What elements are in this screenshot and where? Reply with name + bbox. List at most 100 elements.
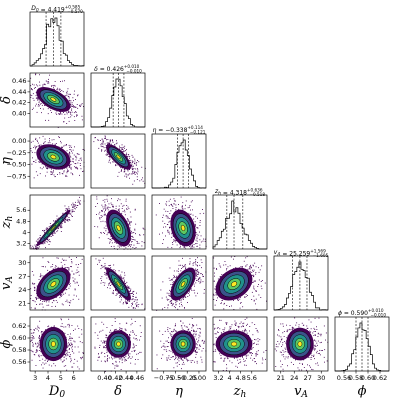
panel-title-3: zh = 4.318+0.636 −0.518 bbox=[214, 188, 265, 198]
y-tick-label-5: 0.58 bbox=[12, 346, 26, 354]
histogram-panel-2: η = −0.338+0.114 −0.121 bbox=[151, 125, 207, 189]
x-tick-label-0: 4 bbox=[46, 374, 50, 382]
x-axis-label-2: η bbox=[175, 384, 183, 399]
y-tick-label-3: 3.2 bbox=[16, 239, 26, 247]
panel-title-4: vA = 25.259+1.569 −1.605 bbox=[274, 249, 329, 259]
y-tick-label-5: 0.56 bbox=[12, 358, 26, 366]
contour-panel-5-4 bbox=[273, 316, 329, 372]
histogram-panel-4: vA = 25.259+1.569 −1.605 bbox=[273, 249, 329, 311]
x-tick-label-3: 4.8 bbox=[236, 374, 246, 382]
contour-panel-4-2 bbox=[151, 255, 207, 311]
contour-level-4-3-0 bbox=[50, 224, 57, 232]
x-tick-label-2: 0.00 bbox=[192, 374, 206, 382]
panel-title-0: D0 = 4.419+0.585 −0.570 bbox=[31, 5, 83, 15]
contour-panel-4-3 bbox=[212, 255, 268, 311]
contour-panel-1-0 bbox=[29, 72, 85, 128]
y-tick-label-3: 4 bbox=[22, 228, 26, 236]
y-tick-label-3: 5.6 bbox=[16, 206, 26, 214]
panel-frame-3-0 bbox=[29, 194, 85, 250]
x-axis-label-1: δ bbox=[114, 384, 122, 399]
panel-frame-5-3 bbox=[212, 316, 268, 372]
histogram-panel-1: δ = 0.426+0.010 −0.010 bbox=[90, 64, 146, 128]
y-tick-label-4: 24 bbox=[18, 286, 26, 294]
histogram-panel-5: ϕ = 0.590+0.010 −0.010 bbox=[334, 308, 390, 372]
x-axis-label-0: D0 bbox=[48, 384, 65, 400]
y-axis-label-4: vA bbox=[0, 276, 15, 290]
contour-level-4-5-1 bbox=[116, 341, 121, 347]
contour-level-4-1-0 bbox=[50, 97, 57, 102]
contour-panel-5-2 bbox=[151, 316, 207, 372]
x-tick-label-2: −0.50 bbox=[166, 374, 186, 382]
panel-frame-5-2 bbox=[151, 316, 207, 372]
y-tick-label-1: 0.44 bbox=[12, 88, 26, 96]
y-tick-label-2: 0.00 bbox=[12, 137, 26, 145]
contour-level-4-5-3 bbox=[230, 341, 238, 347]
panel-frame-4-1 bbox=[90, 255, 146, 311]
x-tick-label-3: 5.6 bbox=[247, 374, 257, 382]
y-tick-label-1: 0.40 bbox=[12, 110, 26, 118]
x-tick-label-3: 3.2 bbox=[213, 374, 223, 382]
histogram-panel-0: D0 = 4.419+0.585 −0.570 bbox=[29, 5, 85, 67]
x-tick-label-4: 21 bbox=[277, 374, 285, 382]
contour-panel-4-1 bbox=[90, 255, 146, 311]
contour-level-4-4-0 bbox=[50, 281, 57, 287]
contour-level-4-3-2 bbox=[180, 224, 186, 232]
y-tick-label-3: 4.8 bbox=[16, 217, 26, 225]
x-tick-label-4: 24 bbox=[290, 374, 298, 382]
histogram-0 bbox=[30, 17, 85, 67]
contour-panel-2-1 bbox=[90, 133, 146, 189]
histogram-4 bbox=[274, 261, 328, 311]
contour-panel-5-1 bbox=[90, 316, 146, 372]
panel-frame-5-4 bbox=[273, 316, 329, 372]
panel-frame-0-0 bbox=[29, 11, 85, 67]
x-tick-label-5: 0.60 bbox=[361, 374, 375, 382]
y-tick-label-4: 30 bbox=[18, 259, 26, 267]
panel-frame-2-1 bbox=[90, 133, 146, 189]
contour-level-4-5-2 bbox=[180, 341, 186, 347]
panel-frame-1-1 bbox=[90, 72, 146, 128]
panel-frame-1-0 bbox=[29, 72, 85, 128]
y-tick-label-4: 21 bbox=[18, 299, 26, 307]
x-tick-label-1: 0.40 bbox=[97, 374, 111, 382]
panel-frame-5-0 bbox=[29, 316, 85, 372]
y-axis-label-5: ϕ bbox=[0, 339, 14, 348]
contour-level-4-2-1 bbox=[116, 154, 121, 160]
panel-title-5: ϕ = 0.590+0.010 −0.010 bbox=[338, 308, 386, 318]
x-tick-label-0: 5 bbox=[59, 374, 63, 382]
x-axis-label-5: ϕ bbox=[358, 384, 367, 399]
panel-frame-3-2 bbox=[151, 194, 207, 250]
panel-title-1: δ = 0.426+0.010 −0.010 bbox=[94, 64, 142, 74]
panel-frame-5-5 bbox=[334, 316, 390, 372]
panel-frame-2-0 bbox=[29, 133, 85, 189]
histogram-panel-3: zh = 4.318+0.636 −0.518 bbox=[212, 188, 268, 250]
y-tick-label-1: 0.46 bbox=[12, 77, 26, 85]
y-tick-label-1: 0.42 bbox=[12, 99, 26, 107]
histogram-1 bbox=[91, 78, 145, 128]
y-tick-label-2: −0.25 bbox=[7, 149, 27, 157]
x-tick-label-0: 3 bbox=[33, 374, 37, 382]
contour-level-4-5-4 bbox=[297, 341, 303, 347]
contour-panel-3-1 bbox=[90, 194, 146, 250]
panel-frame-3-3 bbox=[212, 194, 268, 250]
contour-level-4-3-1 bbox=[116, 224, 121, 232]
y-tick-label-4: 27 bbox=[18, 272, 26, 280]
panel-frame-4-0 bbox=[29, 255, 85, 311]
x-tick-label-1: 0.44 bbox=[119, 374, 133, 382]
x-tick-label-3: 4 bbox=[228, 374, 232, 382]
y-axis-label-1: δ bbox=[0, 96, 14, 104]
y-tick-label-2: −0.50 bbox=[7, 161, 27, 169]
contour-level-4-4-1 bbox=[116, 281, 121, 287]
x-tick-label-5: 0.56 bbox=[337, 374, 351, 382]
contour-level-4-4-3 bbox=[230, 281, 238, 287]
x-tick-label-0: 6 bbox=[72, 374, 76, 382]
x-axis-label-3: zh bbox=[233, 384, 247, 400]
contour-level-4-2-0 bbox=[50, 154, 57, 160]
histogram-3 bbox=[212, 200, 267, 250]
x-tick-label-5: 0.62 bbox=[373, 374, 387, 382]
x-tick-label-4: 30 bbox=[317, 374, 325, 382]
contour-panel-2-0 bbox=[29, 133, 85, 189]
panel-frame-5-1 bbox=[90, 316, 146, 372]
contour-level-4-4-2 bbox=[180, 281, 186, 287]
panel-frame-3-1 bbox=[90, 194, 146, 250]
